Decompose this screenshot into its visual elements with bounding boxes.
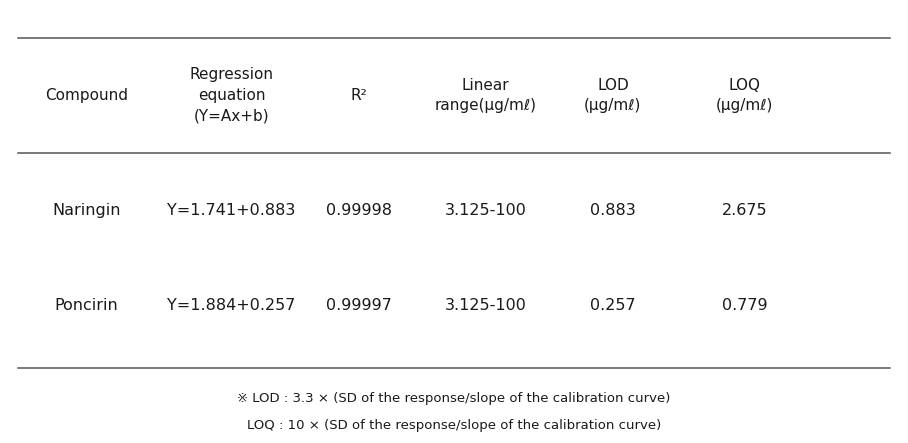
Text: 0.779: 0.779	[722, 298, 767, 313]
Text: Naringin: Naringin	[52, 203, 121, 218]
Text: 0.99998: 0.99998	[326, 203, 391, 218]
Text: 3.125-100: 3.125-100	[445, 298, 527, 313]
Text: Poncirin: Poncirin	[54, 298, 118, 313]
Text: Regression
equation
(Y=Ax+b): Regression equation (Y=Ax+b)	[190, 67, 273, 123]
Text: Compound: Compound	[44, 88, 128, 103]
Text: LOQ
(μg/mℓ): LOQ (μg/mℓ)	[716, 78, 774, 113]
Text: 0.883: 0.883	[590, 203, 636, 218]
Text: ※ LOD : 3.3 × (SD of the response/slope of the calibration curve): ※ LOD : 3.3 × (SD of the response/slope …	[237, 392, 671, 405]
Text: Y=1.884+0.257: Y=1.884+0.257	[167, 298, 296, 313]
Text: R²: R²	[350, 88, 367, 103]
Text: 0.257: 0.257	[590, 298, 636, 313]
Text: LOD
(μg/mℓ): LOD (μg/mℓ)	[584, 78, 642, 113]
Text: LOQ : 10 × (SD of the response/slope of the calibration curve): LOQ : 10 × (SD of the response/slope of …	[247, 419, 661, 432]
Text: 2.675: 2.675	[722, 203, 767, 218]
Text: Y=1.741+0.883: Y=1.741+0.883	[167, 203, 296, 218]
Text: 3.125-100: 3.125-100	[445, 203, 527, 218]
Text: Linear
range(μg/mℓ): Linear range(μg/mℓ)	[435, 78, 537, 113]
Text: 0.99997: 0.99997	[326, 298, 391, 313]
